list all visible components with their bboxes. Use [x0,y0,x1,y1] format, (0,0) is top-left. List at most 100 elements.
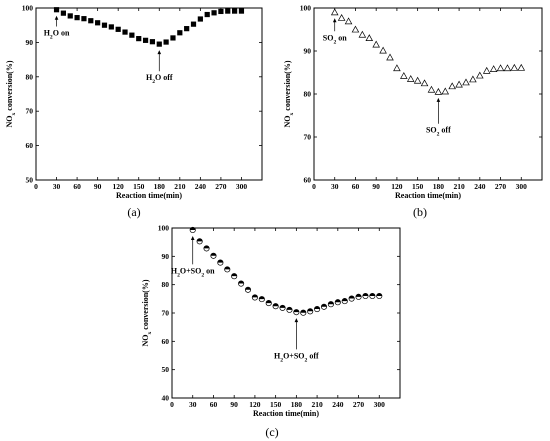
data-point [279,304,286,311]
plot-frame [171,227,401,399]
data-point [265,300,272,307]
x-tick-label: 120 [391,182,403,191]
data-point [441,87,450,95]
data-point [355,293,362,300]
panel-label: (c) [265,425,278,439]
data-point [427,85,436,93]
data-point [272,303,279,310]
y-tick-label: 100 [158,224,170,233]
data-point [496,64,505,72]
data-point [81,16,87,22]
data-point [197,16,203,22]
data-point [365,34,374,42]
data-point [369,292,376,300]
data-point [67,13,73,19]
x-tick-label: 180 [291,400,303,409]
data-point [129,32,135,38]
data-point [101,22,108,28]
x-tick-label: 0 [34,182,38,191]
chart-panel-c: 0 30 60 90 120 150 180 210 240 270 300 40 50 60 70 80 90… [141,224,401,439]
x-tick-label: 60 [73,182,81,191]
data-point [224,266,231,273]
y-tick-label: 50 [26,176,34,185]
x-tick-label: 60 [352,182,360,191]
data-point [476,71,484,79]
y-tick-label: 60 [26,141,34,150]
x-tick-label: 0 [312,182,316,191]
data-point [217,259,224,266]
y-axis-label: NOx conversion(%) [141,279,153,346]
x-tick-label: 90 [94,182,102,191]
data-point [156,41,162,47]
data-point [300,309,307,316]
x-tick-label: 60 [210,400,218,409]
data-point [420,79,429,87]
data-point [204,11,210,18]
data-point [244,286,252,293]
x-tick-label: 180 [433,182,445,191]
x-tick-label: 30 [53,182,61,191]
data-point [53,7,60,13]
data-point [372,40,380,48]
y-tick-label: 90 [26,38,34,47]
panel-label: (a) [127,205,140,219]
data-point [334,299,341,306]
data-point [286,306,293,313]
data-point [337,13,346,21]
y-tick-label: 100 [22,4,34,13]
data-point [210,252,217,259]
data-point [190,21,197,27]
x-tick-label: 210 [311,400,323,409]
annotation-on: SO2 on [323,18,347,45]
annotation-label: SO2 on [323,33,347,45]
data-point [400,72,408,79]
y-tick-label: 60 [304,176,312,185]
annotation-off: SO2 off [426,97,451,138]
data-point [448,82,456,90]
data-point [510,63,519,71]
annotation-on: H2O+SO2 on [171,235,215,278]
x-tick-label: 240 [332,400,344,409]
data-point [142,37,149,43]
chart-panel-a: 0 30 60 90 120 150 180 210 240 270 300 50 60 70 80 90 10… [5,4,263,219]
data-point [482,66,491,74]
data-point [413,76,422,84]
annotation-label: H2O+SO2 on [171,266,215,278]
data-point [232,8,238,14]
y-tick-label: 80 [304,90,312,99]
data-point [462,78,470,86]
data-point [211,10,217,16]
data-point [320,303,328,310]
data-point [251,294,258,301]
data-point [88,18,94,24]
x-tick-label: 300 [236,182,248,191]
y-tick-label: 70 [26,107,34,116]
data-point [95,20,101,26]
data-point [351,25,360,33]
data-point [406,75,415,82]
x-tick-label: 270 [215,182,227,191]
y-tick-label: 90 [304,47,312,56]
y-tick-label: 40 [162,394,170,403]
y-tick-label: 70 [162,309,170,318]
annotation-off: H2O+SO2 off [274,318,319,363]
data-point [163,39,169,45]
data-point [517,63,526,71]
data-point [258,296,265,303]
x-tick-label: 270 [495,182,507,191]
data-point [434,87,443,95]
data-point [184,26,190,32]
annotation-arrowhead [54,15,59,20]
x-tick-label: 30 [331,182,339,191]
y-tick-label: 50 [162,365,170,374]
data-point [170,35,176,41]
data-point [136,36,142,42]
data-point [330,8,339,16]
annotation-label: H2O+SO2 off [274,351,319,363]
x-tick-label: 180 [154,182,166,191]
y-tick-label: 100 [300,4,312,13]
annotation-arrowhead [157,50,162,55]
data-point [108,24,114,30]
data-point [238,8,245,14]
x-tick-label: 150 [412,182,424,191]
